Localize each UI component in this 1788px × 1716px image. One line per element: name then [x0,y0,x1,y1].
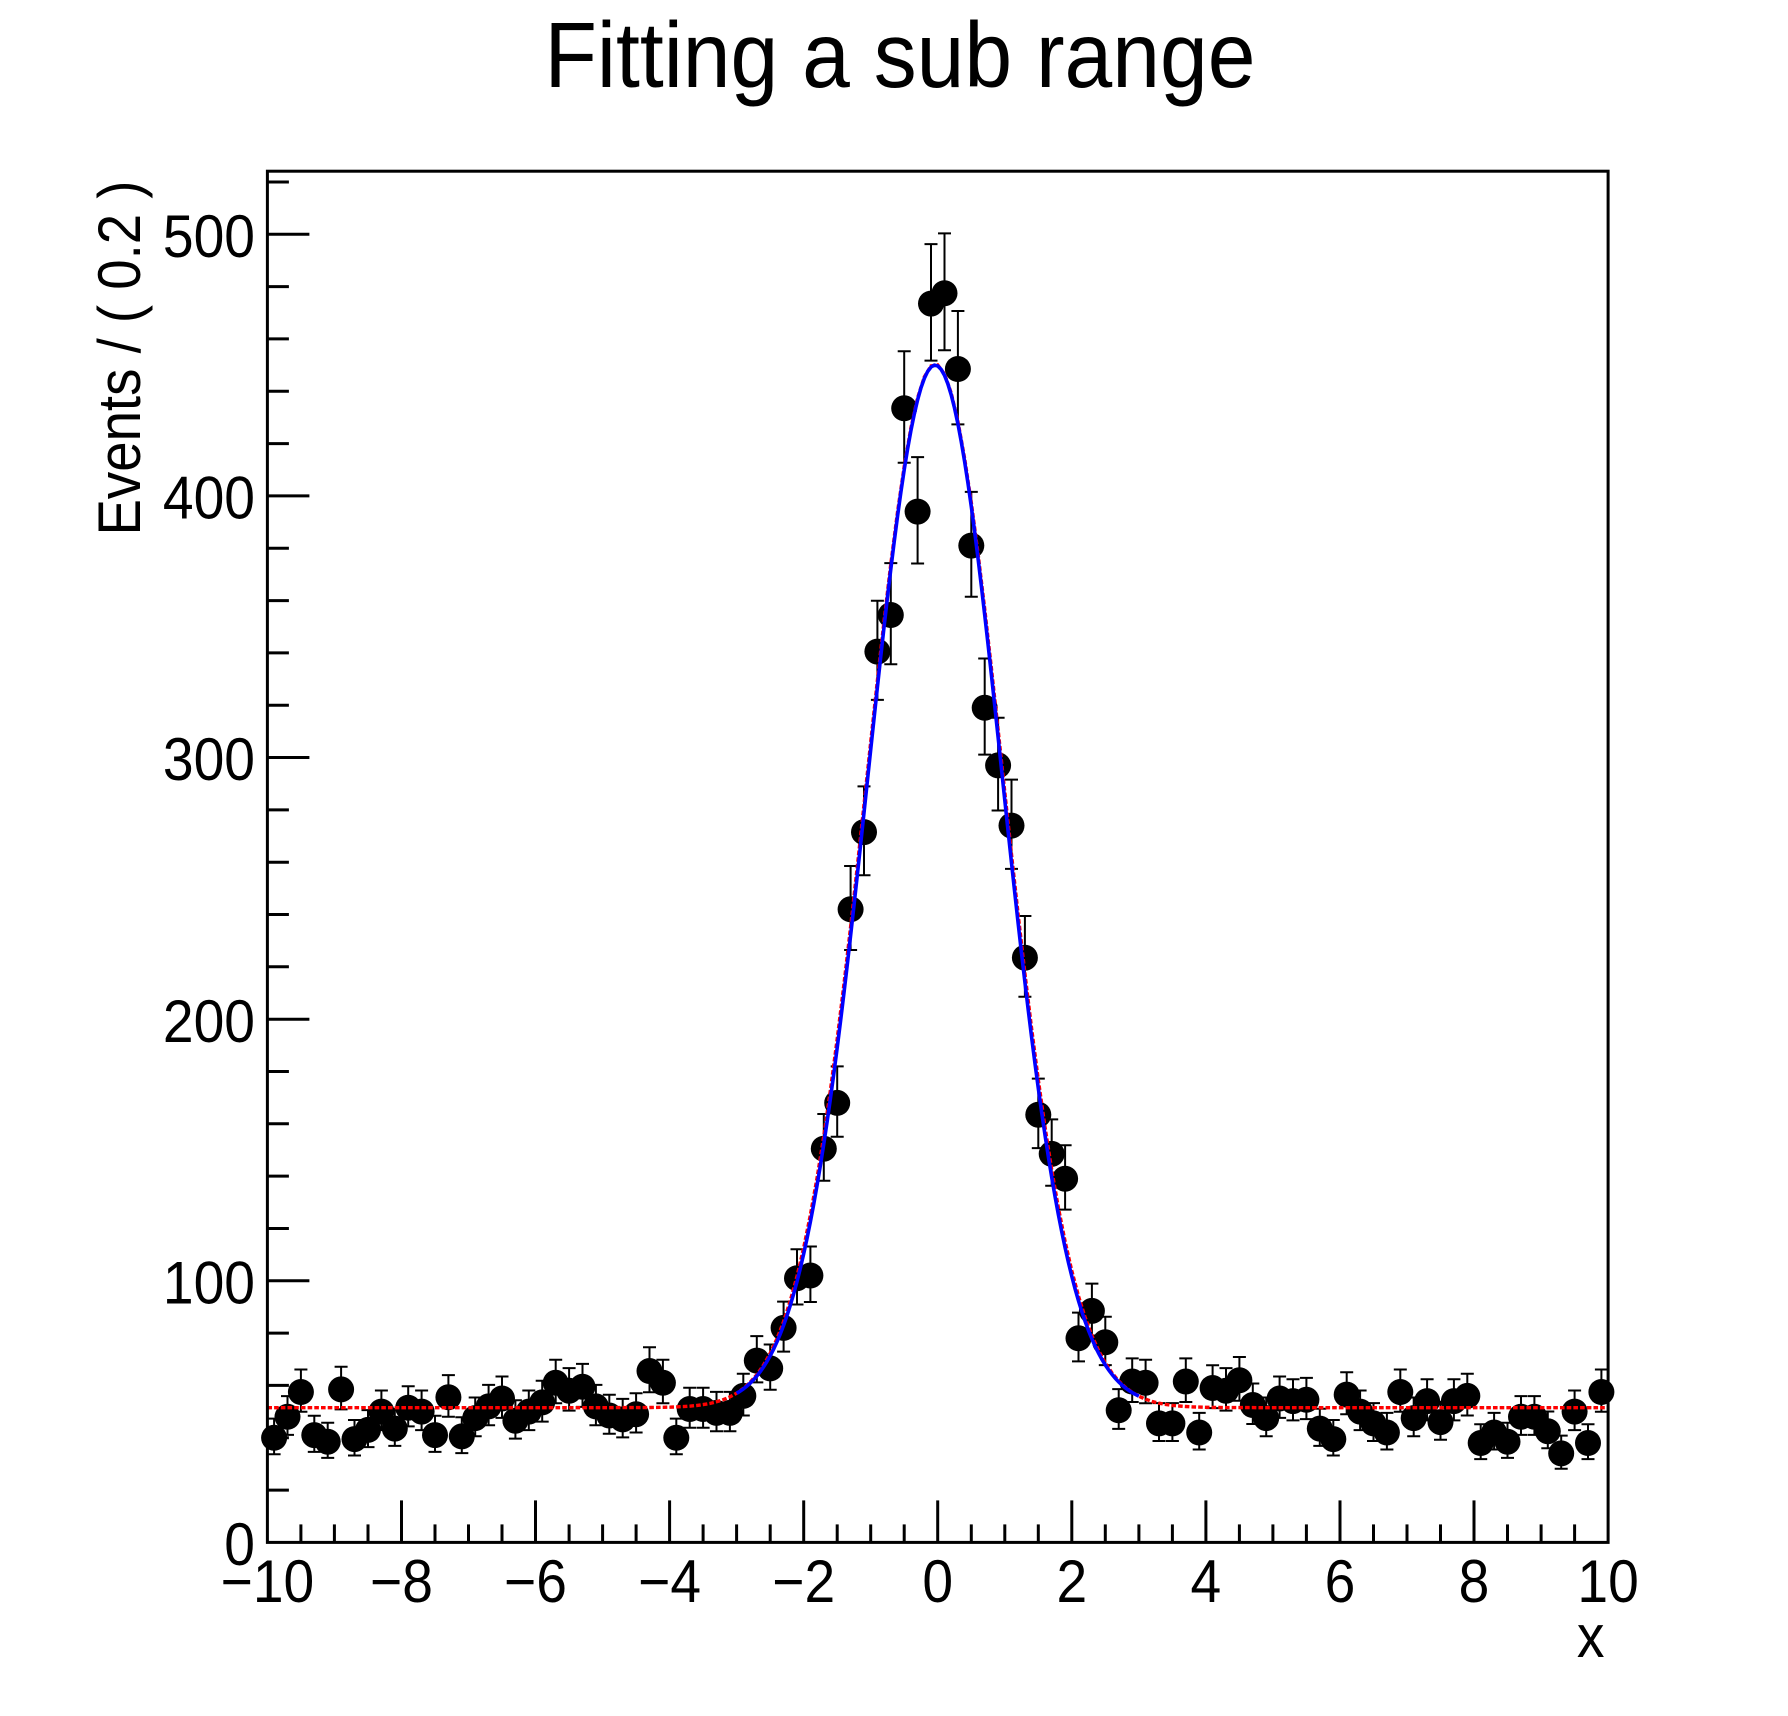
svg-text:0: 0 [224,1511,255,1578]
svg-text:−4: −4 [638,1548,701,1615]
svg-text:10: 10 [1577,1548,1638,1615]
svg-text:−8: −8 [370,1548,433,1615]
svg-text:Fitting a sub range: Fitting a sub range [545,3,1256,107]
svg-text:−6: −6 [504,1548,567,1615]
svg-text:300: 300 [163,726,255,793]
svg-text:6: 6 [1325,1548,1356,1615]
svg-text:8: 8 [1459,1548,1490,1615]
svg-text:0: 0 [922,1548,953,1615]
svg-text:Events / ( 0.2 ): Events / ( 0.2 ) [86,181,153,536]
svg-text:100: 100 [163,1249,255,1316]
svg-text:4: 4 [1191,1548,1222,1615]
svg-text:400: 400 [163,465,255,532]
svg-text:−2: −2 [772,1548,835,1615]
svg-text:500: 500 [163,203,255,270]
svg-text:2: 2 [1056,1548,1087,1615]
svg-text:x: x [1577,1603,1605,1670]
svg-text:200: 200 [163,988,255,1055]
svg-text:−10: −10 [221,1548,315,1615]
